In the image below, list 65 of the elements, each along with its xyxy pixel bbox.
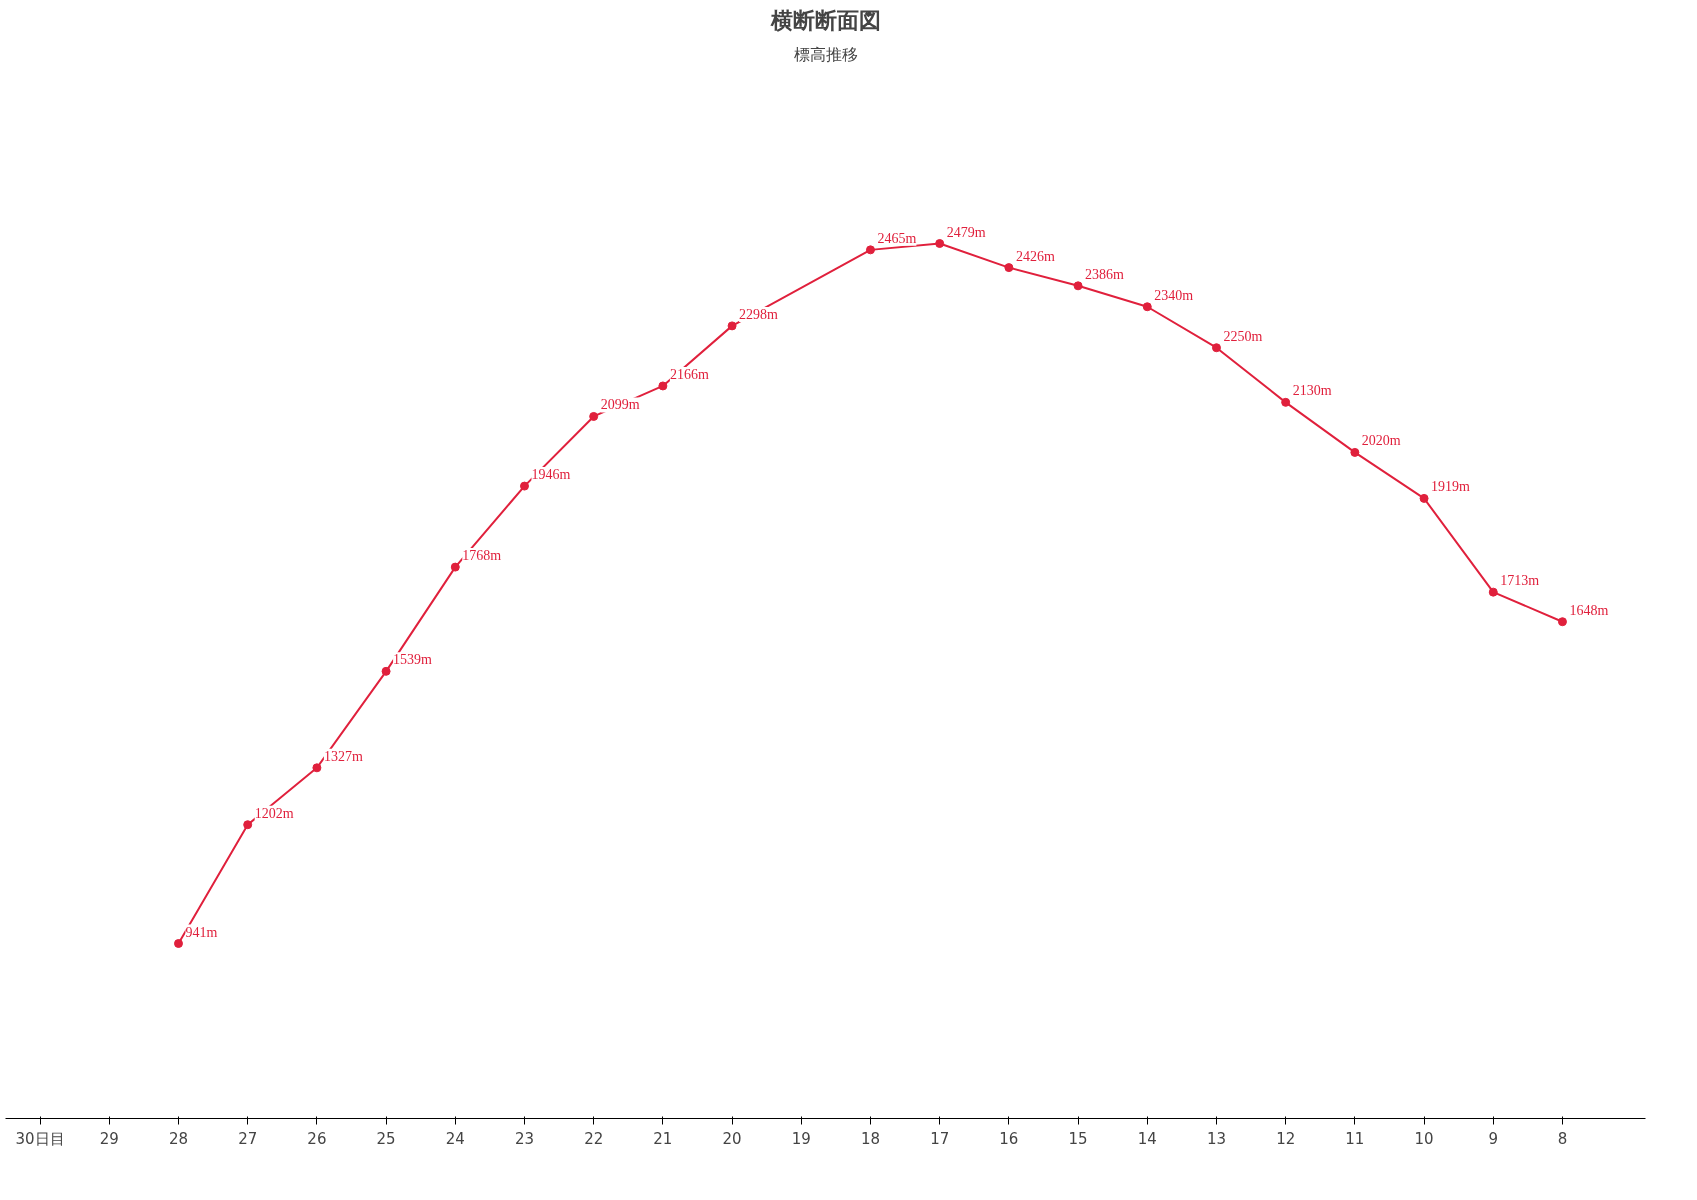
data-label: 1539m [393, 652, 433, 668]
data-label: 2130m [1292, 383, 1332, 399]
data-label: 1202m [254, 805, 294, 821]
point [243, 820, 253, 830]
data-label: 1648m [1569, 602, 1609, 618]
data-label: 2426m [1015, 248, 1055, 264]
x-tick-label: 26 [307, 1129, 327, 1148]
point [312, 763, 322, 773]
x-tick-label: 9 [1488, 1129, 1499, 1148]
x-tick-label: 11 [1345, 1129, 1365, 1148]
point [1488, 587, 1498, 597]
point [519, 481, 529, 491]
point [935, 239, 945, 248]
x-tick-label: 20 [722, 1129, 742, 1148]
point [1419, 493, 1429, 503]
point [1142, 302, 1152, 312]
data-label: 2099m [600, 397, 640, 413]
x-tick-label: 10 [1414, 1129, 1434, 1148]
x-tick-label: 13 [1206, 1129, 1227, 1148]
point [658, 381, 668, 391]
point [865, 245, 875, 255]
data-label: 2166m [669, 366, 709, 382]
x-tick-label: 18 [860, 1129, 881, 1148]
x-tick-label: 29 [99, 1129, 119, 1148]
x-tick-label: 17 [930, 1129, 950, 1148]
chart-title: 横断断面図 [769, 7, 881, 33]
x-tick-label: 27 [238, 1129, 258, 1148]
data-label: 2298m [739, 306, 779, 322]
x-tick-label: 23 [514, 1129, 535, 1148]
x-tick-label: 14 [1137, 1129, 1157, 1148]
point [727, 321, 737, 331]
point [1350, 447, 1360, 457]
point [174, 939, 183, 948]
chart-subtitle: 標高推移 [793, 44, 858, 64]
x-tick-label: 19 [791, 1129, 811, 1148]
point [1281, 397, 1291, 407]
data-label: 2250m [1223, 328, 1263, 344]
data-label: 2479m [946, 224, 986, 240]
x-tick-label: 22 [584, 1129, 604, 1148]
point [1211, 343, 1221, 353]
data-label: 2465m [877, 230, 917, 246]
x-tick-label: 24 [445, 1129, 465, 1148]
data-label: 1713m [1500, 573, 1540, 589]
point [1557, 617, 1567, 627]
data-label: 1946m [531, 467, 571, 483]
data-label: 941m [185, 924, 218, 940]
data-label: 1327m [323, 748, 363, 764]
point [1073, 281, 1083, 291]
x-tick-label: 28 [168, 1129, 189, 1148]
point [589, 411, 599, 421]
x-tick-label: 8 [1557, 1129, 1568, 1148]
x-tick-label: 16 [999, 1129, 1019, 1148]
point [1004, 263, 1014, 273]
point [381, 666, 391, 676]
data-label: 2386m [1085, 266, 1125, 282]
x-tick-label: 15 [1068, 1129, 1088, 1148]
x-tick-label: 25 [376, 1129, 396, 1148]
x-tick-label: 21 [653, 1129, 673, 1148]
point [450, 562, 460, 572]
x-tick-label: 30日目 [15, 1129, 65, 1148]
data-label: 1768m [462, 548, 502, 564]
data-label: 2340m [1154, 287, 1194, 303]
data-label: 2020m [1361, 433, 1401, 449]
data-label: 1919m [1431, 479, 1471, 495]
x-tick-label: 12 [1276, 1129, 1296, 1148]
